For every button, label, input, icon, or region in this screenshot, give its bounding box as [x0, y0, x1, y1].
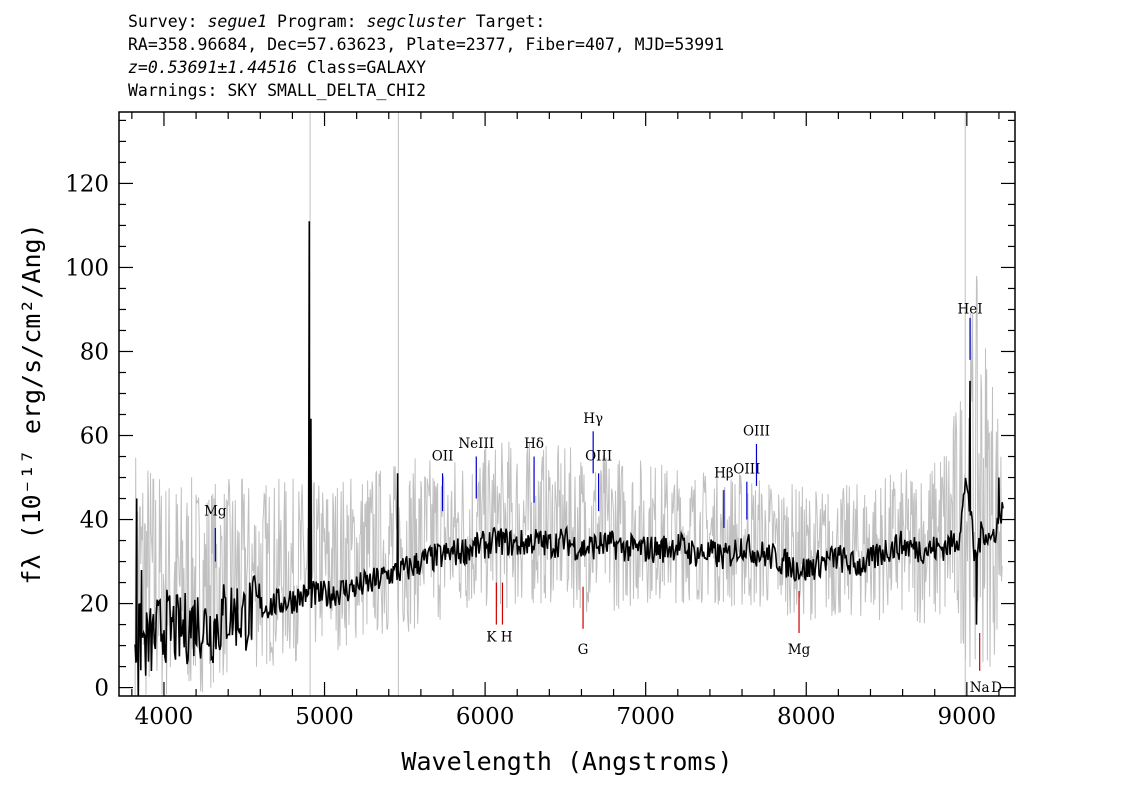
class-value: Class=GALAXY — [306, 58, 427, 77]
x-tick-label-2: 6000 — [456, 704, 515, 730]
x-tick-label-3: 7000 — [616, 704, 675, 730]
header-line-3: z=0.53691±1.44516 Class=GALAXY — [128, 56, 724, 79]
y-tick-label-1: 20 — [80, 592, 109, 618]
header-line-1: Survey: segue1 Program: segcluster Targe… — [128, 12, 546, 31]
emission-label-0: Mg — [204, 503, 227, 519]
emission-label-2: NeIII — [458, 436, 494, 452]
header-line-2: RA=358.96684, Dec=57.63623, Plate=2377, … — [128, 35, 725, 54]
program-value: segcluster — [366, 12, 466, 31]
y-tick-label-5: 100 — [65, 255, 109, 281]
emission-label-9: HeI — [957, 302, 982, 318]
header: Survey: segue1 Program: segcluster Targe… — [128, 10, 724, 102]
warnings-line: Warnings: SKY SMALL_DELTA_CHI2 — [128, 81, 427, 100]
redshift-value: z=0.53691±1.44516 — [128, 58, 297, 77]
x-tick-label-0: 4000 — [135, 704, 194, 730]
y-tick-label-4: 80 — [80, 339, 109, 365]
survey-value: segue1 — [207, 12, 268, 31]
absorption-label-1: G — [578, 642, 589, 658]
plot-frame — [118, 111, 1016, 697]
absorption-label-3: Na — [970, 680, 990, 696]
y-tick-label-6: 120 — [65, 171, 109, 197]
emission-label-6: Hβ — [714, 466, 734, 482]
x-tick-label-1: 5000 — [295, 704, 354, 730]
y-tick-label-2: 40 — [80, 508, 109, 534]
error-band — [134, 275, 1003, 696]
emission-label-7: OIII — [733, 461, 760, 477]
emission-label-1: OII — [432, 449, 454, 465]
emission-label-5: OIII — [585, 449, 612, 465]
emission-label-8: OIII — [743, 424, 770, 440]
flux-line — [134, 221, 1004, 696]
emission-label-3: Hδ — [524, 436, 544, 452]
x-axis-title: Wavelength (Angstroms) — [401, 747, 732, 776]
emission-label-4: Hγ — [583, 411, 603, 427]
y-tick-label-3: 60 — [80, 424, 109, 450]
absorption-label-2: Mg — [788, 642, 811, 658]
x-tick-label-5: 9000 — [938, 704, 997, 730]
absorption-label-0: K H — [486, 629, 512, 645]
y-tick-label-0: 0 — [94, 676, 109, 702]
y-axis-title: fλ (10⁻¹⁷ erg/s/cm²/Ang) — [17, 223, 46, 584]
x-tick-label-4: 8000 — [777, 704, 836, 730]
absorption-label-4: D — [991, 680, 1002, 696]
